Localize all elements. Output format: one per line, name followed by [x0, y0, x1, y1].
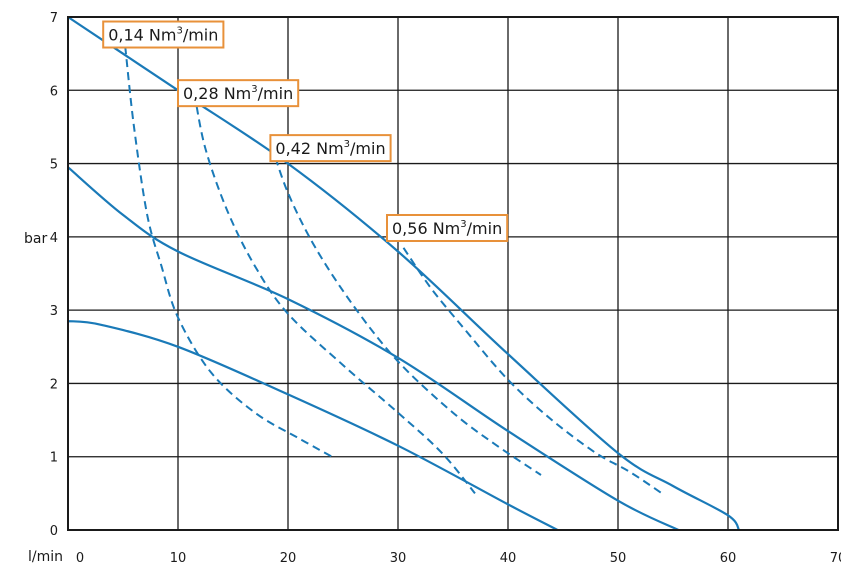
air-consumption-curve-4 [402, 247, 663, 495]
y-tick-label: 7 [50, 11, 58, 26]
x-axis-label: l/min [28, 549, 63, 565]
label-value: 0,28 Nm [183, 84, 251, 103]
y-tick-label: 5 [50, 158, 58, 173]
label-value: 0,14 Nm [108, 26, 176, 45]
label-text: 0,56 Nm3/min [392, 219, 502, 238]
air-consumption-label-1: 0,14 Nm3/min [102, 20, 225, 49]
air-consumption-label-3: 0,42 Nm3/min [269, 134, 392, 163]
performance-curve-3 [67, 320, 559, 531]
x-tick-label: 20 [280, 551, 297, 566]
y-axis-label: bar [24, 231, 47, 247]
label-box [269, 134, 392, 163]
label-text: 0,14 Nm3/min [108, 26, 218, 45]
air-consumption-label-2: 0,28 Nm3/min [177, 79, 300, 108]
y-tick-label: 0 [50, 524, 58, 539]
label-box [102, 20, 225, 49]
air-consumption-label-4: 0,56 Nm3/min [386, 213, 509, 242]
y-tick-label: 1 [50, 451, 58, 466]
label-superscript: 3 [344, 139, 350, 150]
label-unit: /min [183, 26, 219, 45]
label-text: 0,28 Nm3/min [183, 84, 293, 103]
y-tick-label: 6 [50, 84, 58, 99]
label-box [386, 213, 509, 242]
label-value: 0,42 Nm [275, 139, 343, 158]
label-text: 0,42 Nm3/min [275, 139, 385, 158]
label-superscript: 3 [460, 219, 466, 230]
label-superscript: 3 [176, 26, 182, 37]
y-tick-label: 3 [50, 304, 58, 319]
y-tick-label: 4 [50, 231, 58, 246]
label-box [177, 79, 300, 108]
label-unit: /min [350, 139, 386, 158]
tick-layer: 0 10 20 30 40 50 60 70 0 1 2 3 4 5 6 7 [50, 11, 841, 566]
air-consumption-curve-2 [193, 93, 476, 495]
label-superscript: 3 [251, 84, 257, 95]
label-value: 0,56 Nm [392, 219, 460, 238]
label-unit: /min [467, 219, 503, 238]
x-tick-label: 40 [500, 551, 517, 566]
air-consumption-curve-3 [270, 144, 542, 476]
y-tick-label: 2 [50, 377, 58, 392]
performance-curve-2 [67, 166, 679, 531]
x-tick-label: 0 [76, 551, 84, 566]
x-tick-label: 10 [170, 551, 187, 566]
x-tick-label: 50 [610, 551, 627, 566]
plot-frame [67, 16, 839, 531]
label-unit: /min [258, 84, 294, 103]
x-tick-label: 70 [830, 551, 841, 566]
x-tick-label: 60 [720, 551, 737, 566]
x-tick-label: 30 [390, 551, 407, 566]
air-consumption-curve-1 [124, 46, 333, 458]
